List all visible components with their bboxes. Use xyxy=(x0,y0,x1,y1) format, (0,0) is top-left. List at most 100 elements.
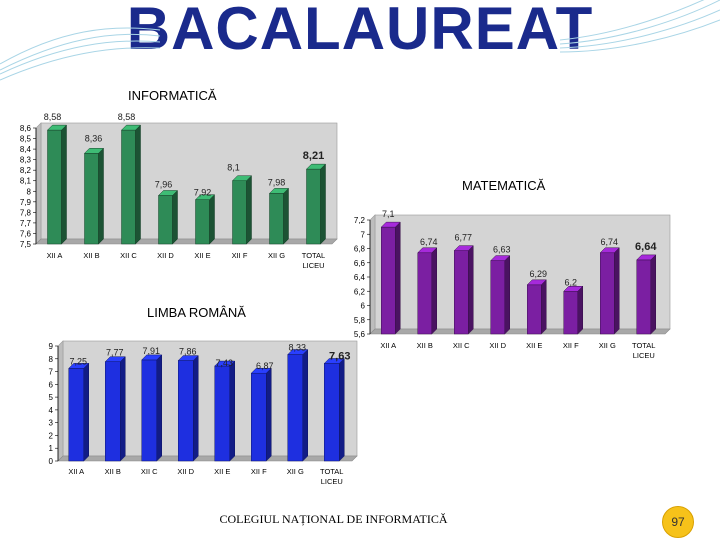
bar-top xyxy=(46,124,68,131)
y-tick-label: 6,2 xyxy=(354,287,366,296)
y-tick-label: 1 xyxy=(49,444,54,453)
bar-top xyxy=(563,286,584,292)
bar-side xyxy=(229,360,235,462)
y-tick-label: 8,4 xyxy=(20,145,32,154)
bar-top xyxy=(526,279,547,286)
data-label: 6,87 xyxy=(256,361,274,371)
bar-top xyxy=(599,247,620,254)
y-tick-label: 5,6 xyxy=(354,330,366,339)
bar-top xyxy=(231,175,253,181)
y-tick-label: 8 xyxy=(27,187,32,196)
bar-top xyxy=(268,188,290,194)
bar-front xyxy=(141,359,157,462)
y-tick-label: 5 xyxy=(49,393,54,402)
bar-romana-8 xyxy=(323,357,345,462)
category-label: XII A xyxy=(47,251,63,260)
bar-top xyxy=(453,245,474,251)
bar-informatica-2 xyxy=(83,147,105,245)
chart-title-romana: LIMBA ROMÂNĂ xyxy=(147,305,246,320)
category-label: XII D xyxy=(489,341,506,350)
y-tick-label: 7,5 xyxy=(20,240,32,249)
y-tick-label: 6 xyxy=(49,380,54,389)
category-label: XII D xyxy=(157,251,174,260)
data-label: 8,33 xyxy=(288,343,306,353)
bar-top xyxy=(417,247,438,254)
bar-romana-2 xyxy=(104,356,126,462)
bar-top xyxy=(490,255,511,261)
bar-top xyxy=(83,148,105,154)
category-label: XII E xyxy=(194,251,210,260)
y-tick-label: 8,3 xyxy=(20,156,32,165)
data-label: 8,58 xyxy=(44,112,62,122)
bar-informatica-4 xyxy=(157,189,179,245)
bar-side xyxy=(302,348,308,462)
y-tick-label: 8,2 xyxy=(20,166,32,175)
y-tick-label: 7,9 xyxy=(20,198,32,207)
y-tick-label: 4 xyxy=(49,406,54,415)
bar-top xyxy=(305,163,327,170)
data-label: 7,91 xyxy=(142,346,160,356)
data-label: 7,25 xyxy=(69,356,87,366)
left-swoosh xyxy=(0,27,161,81)
data-label: 7,98 xyxy=(268,177,286,187)
category-label: XII E xyxy=(214,467,230,476)
category-label: XII F xyxy=(251,467,267,476)
bar-top xyxy=(104,356,126,362)
bar-front xyxy=(251,372,267,462)
bar-side xyxy=(83,362,89,462)
data-label: 8,21 xyxy=(303,150,324,162)
y-tick-label: 7 xyxy=(49,368,54,377)
bar-top xyxy=(323,358,345,364)
bar-informatica-8 xyxy=(305,163,327,245)
slide-title: BACALAUREAT xyxy=(126,0,594,62)
y-tick-label: 0 xyxy=(49,457,54,466)
chart-title-informatica: INFORMATICĂ xyxy=(128,88,217,103)
data-label: 6,2 xyxy=(564,277,577,287)
bar-top xyxy=(157,190,179,196)
y-tick-label: 8,1 xyxy=(20,177,32,186)
bar-matematica-1 xyxy=(380,221,401,335)
bar-side xyxy=(120,356,126,462)
data-label: 8,36 xyxy=(85,133,103,143)
data-label: 7,43 xyxy=(215,358,233,368)
data-label: 8,1 xyxy=(227,163,240,173)
data-label: 7,92 xyxy=(194,188,212,198)
category-label-line2: LICEU xyxy=(321,477,343,486)
bar-matematica-4 xyxy=(490,255,511,335)
bar-romana-7 xyxy=(287,348,309,462)
bar-top xyxy=(141,354,163,361)
y-tick-label: 8 xyxy=(49,355,54,364)
category-label: XII A xyxy=(68,467,84,476)
bar-matematica-6 xyxy=(563,285,584,335)
bar-romana-3 xyxy=(141,354,163,462)
category-label: XII G xyxy=(599,341,616,350)
data-label: 6,63 xyxy=(493,245,511,255)
bar-romana-1 xyxy=(68,362,90,462)
bar-matematica-7 xyxy=(599,247,620,335)
bar-front xyxy=(287,354,303,462)
bar-informatica-1 xyxy=(46,124,68,245)
category-label: XII B xyxy=(83,251,99,260)
bar-front xyxy=(324,363,340,462)
category-label: TOTAL xyxy=(632,341,655,350)
data-label: 7,1 xyxy=(382,209,395,219)
bar-informatica-5 xyxy=(194,194,216,245)
category-label: XII C xyxy=(453,341,470,350)
category-label: XII D xyxy=(177,467,194,476)
data-label: 6,74 xyxy=(420,237,438,247)
data-label: 6,29 xyxy=(529,269,547,279)
category-label: XII G xyxy=(287,467,304,476)
y-tick-label: 5,8 xyxy=(354,316,366,325)
bar-romana-4 xyxy=(177,354,199,462)
bar-top xyxy=(68,363,90,369)
category-label: TOTAL xyxy=(302,251,325,260)
bar-informatica-7 xyxy=(268,187,290,245)
y-tick-label: 7,8 xyxy=(20,208,32,217)
footer-school-name: COLEGIUL NAȚIONAL DE INFORMATICĂ xyxy=(219,512,448,526)
y-tick-label: 6,4 xyxy=(354,273,366,282)
y-tick-label: 6,6 xyxy=(354,259,366,268)
y-tick-label: 2 xyxy=(49,431,54,440)
category-label: XII F xyxy=(563,341,579,350)
